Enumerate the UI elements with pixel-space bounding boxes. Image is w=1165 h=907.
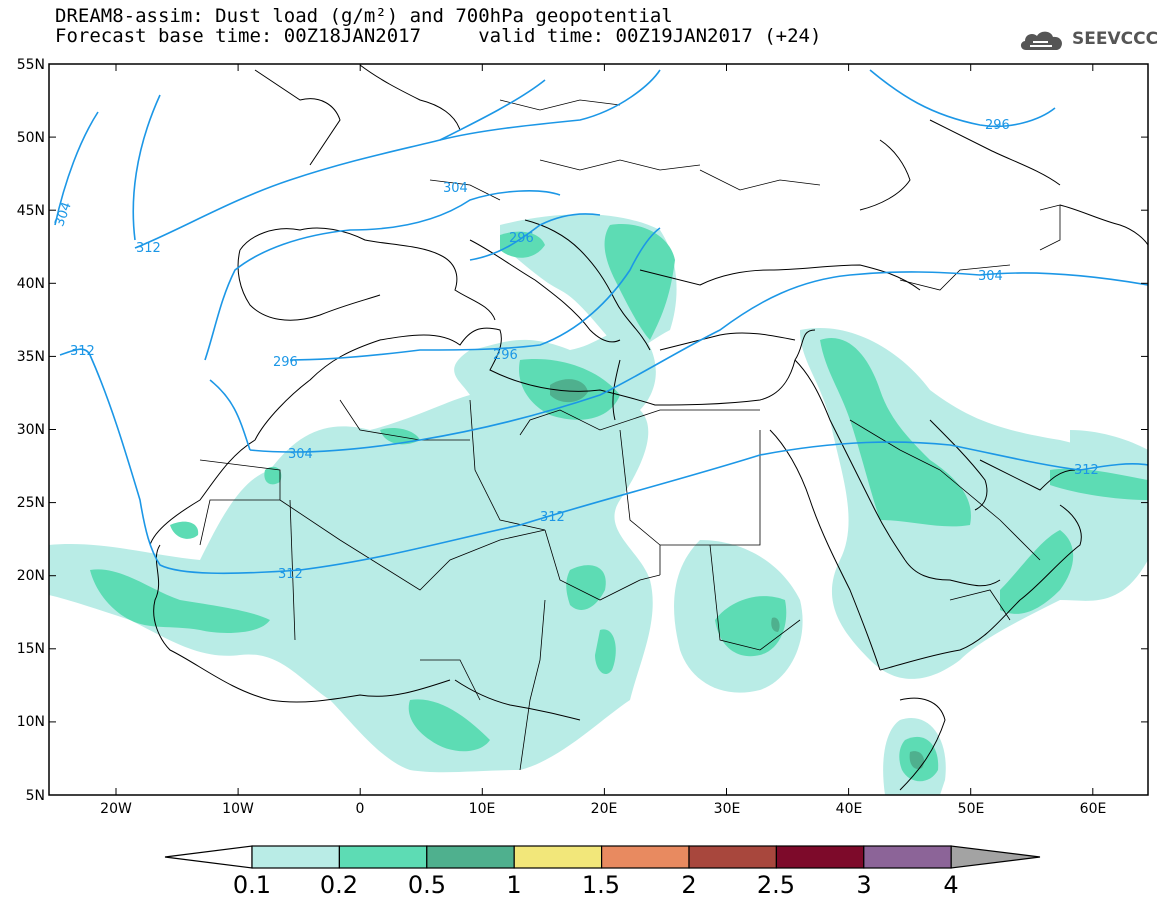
lon-label: 30E <box>714 801 741 817</box>
lon-label: 40E <box>836 801 863 817</box>
lat-label: 50N <box>17 130 45 146</box>
colorbar-box <box>600 845 690 869</box>
lat-label: 35N <box>17 349 45 365</box>
colorbar-tick-label: 1 <box>506 871 521 899</box>
colorbar-tick-label: 0.5 <box>408 871 446 899</box>
colorbar-tick-label: 4 <box>943 871 958 899</box>
lat-label: 45N <box>17 203 45 219</box>
colorbar-box <box>251 845 341 869</box>
colorbar-tick-label: 2.5 <box>757 871 795 899</box>
axis-ticks <box>49 63 1148 796</box>
lat-label: 5N <box>26 788 45 804</box>
seevccc-logo: SEEVCCC <box>1018 26 1158 54</box>
lon-label: 10E <box>469 801 496 817</box>
contour-label: 312 <box>70 344 95 359</box>
colorbar-tick-label: 3 <box>856 871 871 899</box>
lat-label: 15N <box>17 641 45 657</box>
colorbar-tick-labels: 0.1 0.2 0.5 1 1.5 2 2.5 3 4 <box>233 871 959 899</box>
lon-label: 20W <box>100 801 132 817</box>
lat-label: 10N <box>17 714 45 730</box>
colorbar-box <box>338 845 428 869</box>
coastlines <box>149 64 1148 791</box>
lat-label: 20N <box>17 568 45 584</box>
contour-label: 312 <box>136 241 161 256</box>
colorbar-box <box>426 845 515 869</box>
lat-label: 55N <box>17 57 45 73</box>
contour-label: 304 <box>288 447 313 462</box>
geopotential-contours <box>54 69 1148 575</box>
map-area: 304 312 296 304 296 312 304 312 312 296 … <box>49 64 1148 795</box>
contour-label: 304 <box>52 200 75 228</box>
lat-label: 40N <box>17 276 45 292</box>
colorbar-box <box>513 845 603 869</box>
contour-label: 296 <box>273 355 298 370</box>
dust-shading-light <box>49 214 1148 795</box>
country-borders <box>199 99 1061 771</box>
colorbar-box <box>688 845 778 869</box>
contour-label: 312 <box>278 567 303 582</box>
lon-label: 0 <box>356 801 365 817</box>
contour-label: 312 <box>540 510 565 525</box>
map-title: DREAM8-assim: Dust load (g/m²) and 700hP… <box>55 5 673 27</box>
longitude-labels: 20W 10W 0 10E 20E 30E 40E 50E 60E <box>100 801 1106 817</box>
lon-label: 20E <box>591 801 618 817</box>
logo-text: SEEVCCC <box>1072 29 1159 49</box>
contour-label: 304 <box>978 269 1003 284</box>
latitude-labels: 55N 50N 45N 40N 35N 30N 25N 20N 15N 10N … <box>17 57 45 804</box>
colorbar-box <box>863 845 952 869</box>
lon-label: 60E <box>1080 801 1107 817</box>
colorbar-tick-label: 1.5 <box>582 871 620 899</box>
lon-label: 50E <box>958 801 985 817</box>
contour-label: 296 <box>493 348 518 363</box>
lon-label: 10W <box>222 801 254 817</box>
contour-labels: 304 312 296 304 296 312 304 312 312 296 … <box>52 118 1099 582</box>
forecast-times: Forecast base time: 00Z18JAN2017 valid t… <box>55 25 822 47</box>
colorbar-tick-label: 0.1 <box>233 871 271 899</box>
cloud-icon <box>1020 31 1063 50</box>
colorbar-boxes <box>164 845 1041 869</box>
colorbar-tick-label: 0.2 <box>320 871 358 899</box>
colorbar: 0.1 0.2 0.5 1 1.5 2 2.5 3 4 <box>164 845 1041 899</box>
contour-label: 296 <box>985 118 1010 133</box>
contour-label: 296 <box>509 231 534 246</box>
colorbar-over-triangle <box>950 845 1041 869</box>
colorbar-under-triangle <box>164 845 253 869</box>
contour-label: 304 <box>443 181 468 196</box>
colorbar-box <box>775 845 865 869</box>
contour-label: 312 <box>1074 463 1099 478</box>
lat-label: 30N <box>17 422 45 438</box>
lat-label: 25N <box>17 495 45 511</box>
colorbar-tick-label: 2 <box>681 871 696 899</box>
